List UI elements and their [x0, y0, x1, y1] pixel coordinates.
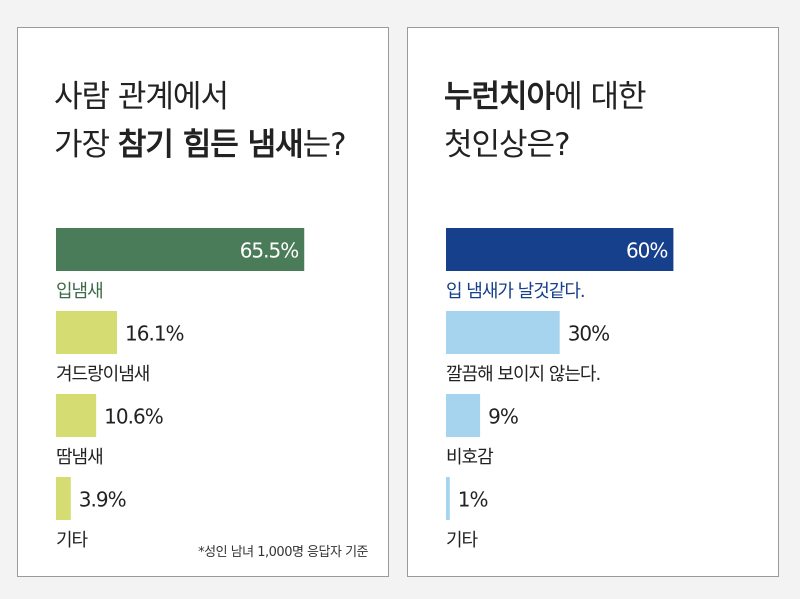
value-label: 10.6%: [104, 405, 163, 429]
bar-3: [56, 394, 97, 437]
title-line-2-start: 가장: [54, 127, 118, 163]
category-label: 비호감: [446, 447, 493, 468]
chart-panel-yellow-teeth: 누런치아에 대한 첫인상은? 60% 입 냄새가 날것같다. 30% 깔끔해 보이지 …: [407, 27, 779, 577]
category-label: 입냄새: [56, 281, 103, 302]
bar-1: [56, 228, 305, 271]
title-line-1: 사람 관계에서: [54, 79, 229, 115]
bar-chart-svg: 65.5% 입냄새 16.1% 겨드랑이냄새 10.6%땀냄새 3.9% 기타: [56, 228, 305, 551]
category-label: 입 냄새가 날것같다.: [446, 281, 585, 302]
value-label: 65.5%: [240, 239, 299, 263]
bar-chart-bad-smell: 65.5% 입냄새 16.1% 겨드랑이냄새 10.6% 땀냄새 3.9% 기타: [56, 198, 376, 551]
value-label: 1%: [458, 488, 488, 512]
bar-4: [56, 477, 71, 520]
survey-note: *성인 남녀 1,000명 응답자 기준: [198, 545, 368, 560]
panel-title: 사람 관계에서 가장 참기 힘든 냄새는?: [54, 73, 347, 169]
chart-panel-bad-smell: 사람 관계에서 가장 참기 힘든 냄새는? 65.5% 입냄새 16.1% 겨드랑이냄…: [17, 27, 389, 577]
bar-chart-svg: 60% 입 냄새가 날것같다. 30% 깔끔해 보이지 않는다. 9% 비호감 1% 기타: [446, 228, 674, 551]
category-label: 기타: [446, 530, 479, 551]
value-label: 3.9%: [79, 488, 126, 512]
title-line-2: 첫인상은?: [444, 127, 571, 163]
category-label: 기타: [56, 530, 89, 551]
value-label: 16.1%: [125, 322, 184, 346]
value-label: 9%: [488, 405, 518, 429]
title-line-1-bold: 누런치아: [444, 79, 555, 115]
value-label: 30%: [568, 322, 609, 346]
category-label: 겨드랑이냄새: [56, 364, 149, 385]
bar-2: [56, 311, 118, 354]
bar-3: [446, 394, 481, 437]
title-line-2-end: 는?: [302, 127, 347, 163]
bar-2: [446, 311, 560, 354]
panel-title: 누런치아에 대한 첫인상은?: [444, 73, 647, 169]
bar-4: [446, 477, 450, 520]
title-line-1-end: 에 대한: [554, 79, 646, 115]
bar-chart-yellow-teeth: 60% 입 냄새가 날것같다. 30% 깔끔해 보이지 않는다. 9% 비호감 1% 기타: [446, 198, 766, 551]
category-label: 깔끔해 보이지 않는다.: [446, 364, 600, 385]
title-line-2-bold: 참기 힘든 냄새: [117, 127, 304, 163]
category-label: 땀냄새: [56, 447, 103, 468]
value-label: 60%: [626, 239, 667, 263]
bar-1: [446, 228, 674, 271]
